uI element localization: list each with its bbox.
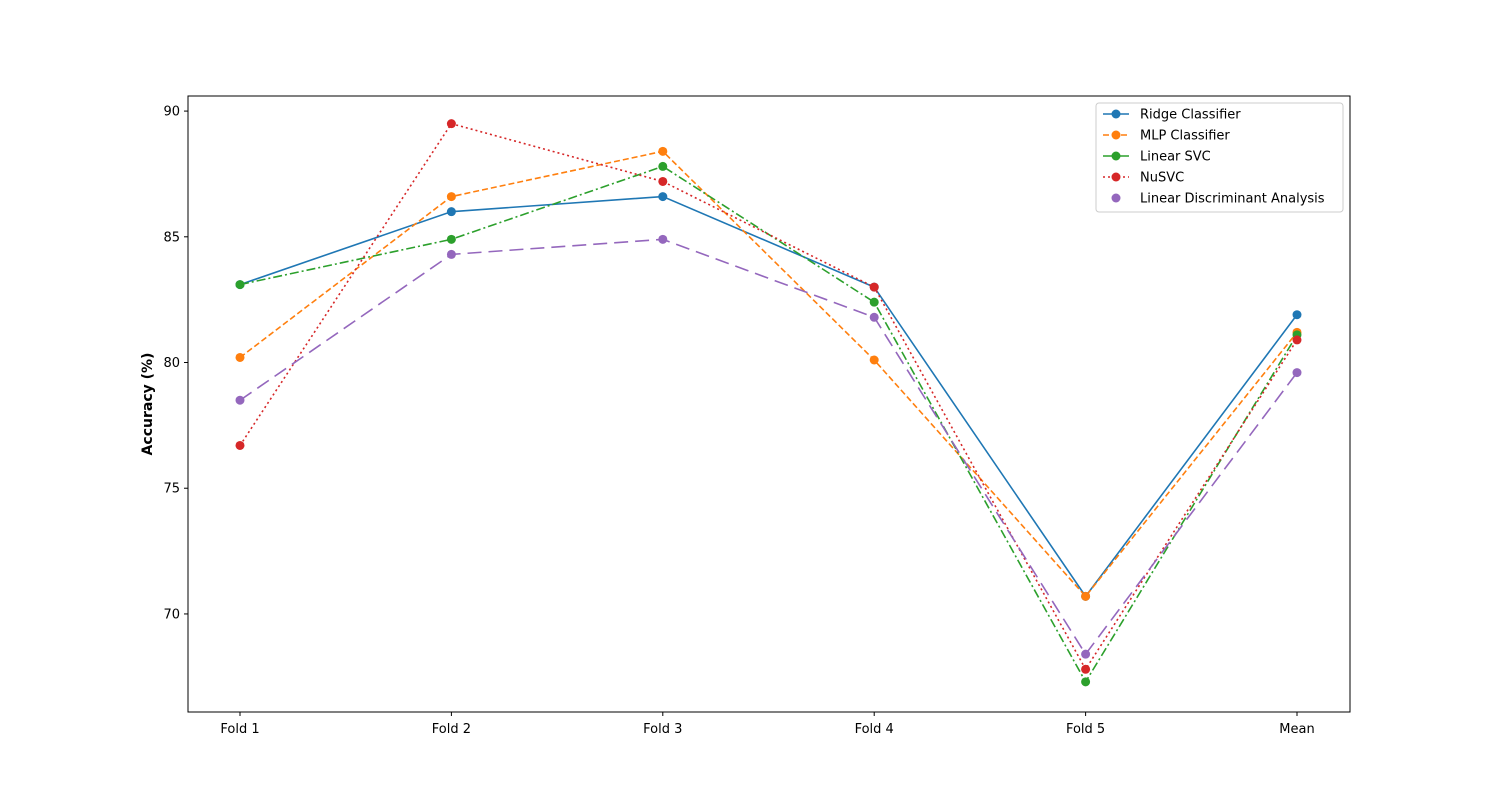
series-line-1 [239, 150, 1298, 598]
data-point-0-2 [658, 192, 668, 202]
data-point-1-4 [1081, 591, 1091, 601]
x-tick-label: Fold 5 [1066, 722, 1105, 737]
data-point-3-5 [1292, 335, 1302, 345]
data-point-0-5 [1292, 310, 1302, 320]
legend: Ridge Classifier MLP Classifier Linear SVC… [1095, 102, 1344, 213]
x-tick-label: Mean [1279, 722, 1314, 737]
data-point-2-2 [658, 161, 668, 171]
legend-label-3: NuSVC [1140, 171, 1184, 186]
legend-marker-3 [1111, 172, 1121, 182]
data-point-4-1 [446, 249, 456, 259]
legend-marker-4 [1111, 193, 1121, 203]
y-tick-label: 90 [163, 105, 180, 120]
data-point-2-3 [869, 297, 879, 307]
data-point-1-3 [869, 355, 879, 365]
x-axis: Fold 1 Fold 2 Fold 3 Fold 4 Fold 5 Mean [220, 712, 1315, 737]
data-point-1-1 [446, 192, 456, 202]
y-tick-label: 85 [163, 230, 180, 245]
data-point-2-1 [446, 234, 456, 244]
series-line-3 [239, 122, 1298, 671]
x-tick-label: Fold 4 [855, 722, 894, 737]
data-point-3-2 [658, 176, 668, 186]
x-tick-label: Fold 2 [432, 722, 471, 737]
legend-marker-0 [1111, 109, 1121, 119]
legend-label-2: Linear SVC [1140, 150, 1211, 165]
data-point-3-3 [869, 282, 879, 292]
data-point-2-0 [235, 280, 245, 290]
data-point-4-3 [869, 312, 879, 322]
data-point-4-5 [1292, 368, 1302, 378]
data-point-3-4 [1081, 664, 1091, 674]
data-point-4-4 [1081, 649, 1091, 659]
data-point-4-0 [235, 395, 245, 405]
y-axis-label: Accuracy (%) [140, 353, 156, 456]
plot-area [187, 95, 1351, 713]
y-tick-label: 80 [163, 356, 180, 371]
y-tick-label: 75 [163, 482, 180, 497]
y-tick-label: 70 [163, 607, 180, 622]
legend-box [1095, 102, 1344, 213]
data-point-1-2 [658, 146, 668, 156]
x-tick-label: Fold 3 [643, 722, 682, 737]
y-axis: 70 75 80 85 90 [163, 105, 188, 622]
data-point-2-4 [1081, 677, 1091, 687]
legend-label-1: MLP Classifier [1140, 129, 1230, 144]
series-line-4 [239, 238, 1298, 656]
plot-frame [187, 95, 1351, 713]
series-line-2 [239, 165, 1298, 684]
legend-marker-2 [1111, 151, 1121, 161]
legend-label-4: Linear Discriminant Analysis [1140, 192, 1325, 207]
data-point-3-0 [235, 440, 245, 450]
legend-label-0: Ridge Classifier [1140, 108, 1241, 123]
legend-marker-1 [1111, 130, 1121, 140]
data-point-4-2 [658, 234, 668, 244]
data-point-0-1 [446, 207, 456, 217]
data-point-3-1 [446, 119, 456, 129]
data-point-1-0 [235, 352, 245, 362]
x-tick-label: Fold 1 [220, 722, 259, 737]
